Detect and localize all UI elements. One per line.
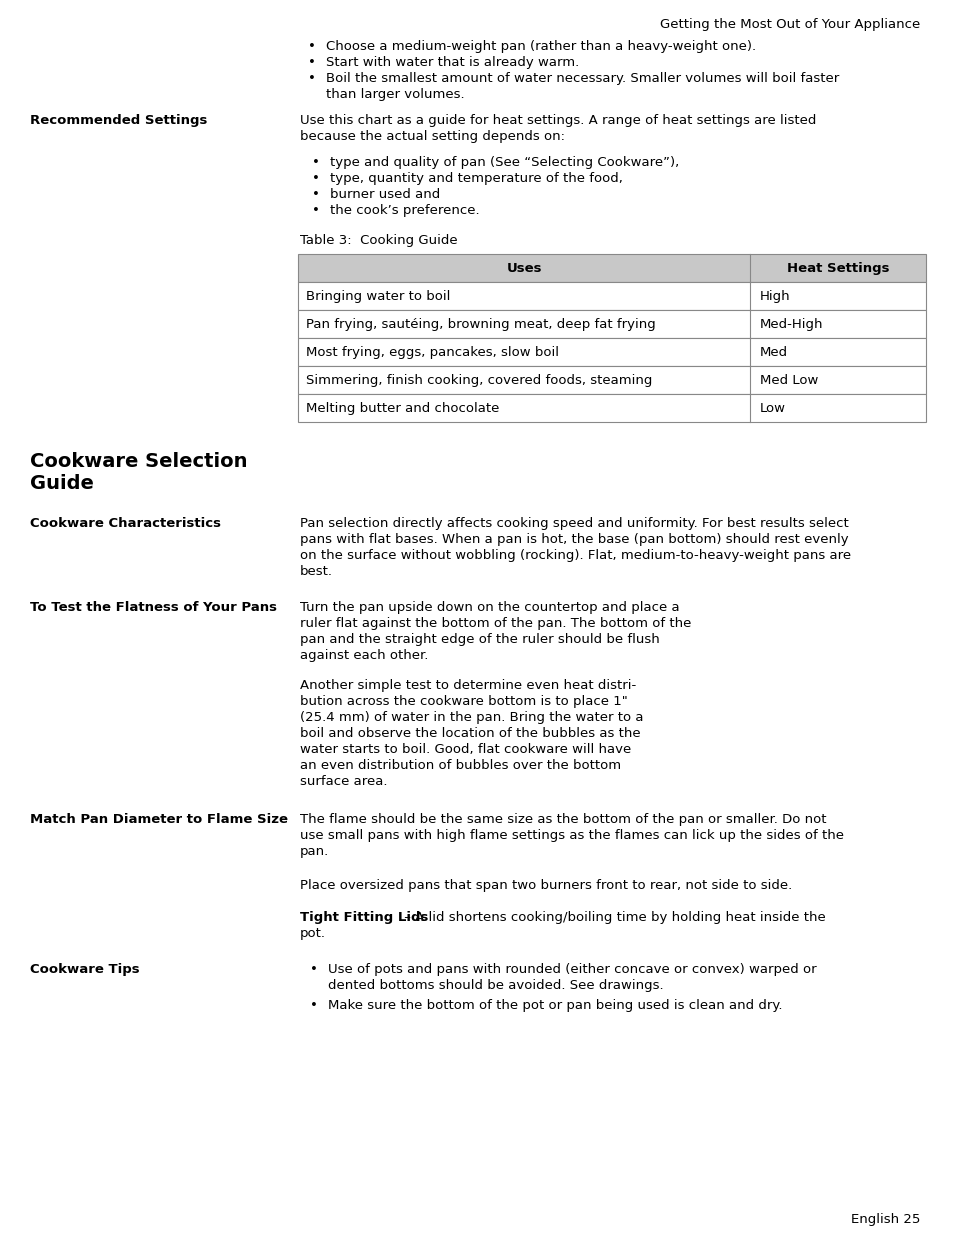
Text: •: • [312,188,319,201]
Text: Start with water that is already warm.: Start with water that is already warm. [326,56,578,69]
Text: Guide: Guide [30,474,93,493]
Text: English 25: English 25 [850,1213,919,1226]
Text: water starts to boil. Good, flat cookware will have: water starts to boil. Good, flat cookwar… [299,743,631,756]
Text: Turn the pan upside down on the countertop and place a: Turn the pan upside down on the countert… [299,601,679,614]
Text: burner used and: burner used and [330,188,439,201]
Text: Bringing water to boil: Bringing water to boil [306,290,450,303]
Text: Simmering, finish cooking, covered foods, steaming: Simmering, finish cooking, covered foods… [306,374,652,387]
Text: High: High [760,290,790,303]
Text: Med: Med [760,346,787,359]
Bar [297,254,925,282]
Text: Table 3:  Cooking Guide: Table 3: Cooking Guide [299,233,457,247]
Text: Use of pots and pans with rounded (either concave or convex) warped or: Use of pots and pans with rounded (eithe… [328,963,816,976]
Text: Cookware Characteristics: Cookware Characteristics [30,517,221,530]
Text: Uses: Uses [506,262,541,275]
Text: Cookware Tips: Cookware Tips [30,963,139,976]
Text: •: • [308,40,315,53]
Text: (25.4 mm) of water in the pan. Bring the water to a: (25.4 mm) of water in the pan. Bring the… [299,711,643,724]
Text: surface area.: surface area. [299,776,387,788]
Text: best.: best. [299,564,333,578]
Text: dented bottoms should be avoided. See drawings.: dented bottoms should be avoided. See dr… [328,979,663,992]
Text: Another simple test to determine even heat distri-: Another simple test to determine even he… [299,679,636,692]
Text: Med-High: Med-High [760,317,822,331]
Text: •: • [308,56,315,69]
Text: Low: Low [760,403,785,415]
Text: Recommended Settings: Recommended Settings [30,114,207,127]
Bar [297,282,925,310]
Text: Pan frying, sautéing, browning meat, deep fat frying: Pan frying, sautéing, browning meat, dee… [306,317,655,331]
Text: Med Low: Med Low [760,374,818,387]
Text: boil and observe the location of the bubbles as the: boil and observe the location of the bub… [299,727,640,740]
Text: type, quantity and temperature of the food,: type, quantity and temperature of the fo… [330,172,622,185]
Bar [297,338,925,366]
Text: •: • [312,156,319,169]
Text: To Test the Flatness of Your Pans: To Test the Flatness of Your Pans [30,601,276,614]
Text: •: • [308,72,315,85]
Text: on the surface without wobbling (rocking). Flat, medium-to-heavy-weight pans are: on the surface without wobbling (rocking… [299,550,850,562]
Text: Choose a medium-weight pan (rather than a heavy-weight one).: Choose a medium-weight pan (rather than … [326,40,756,53]
Text: pot.: pot. [299,927,326,940]
Text: – A lid shortens cooking/boiling time by holding heat inside the: – A lid shortens cooking/boiling time by… [399,911,824,924]
Text: because the actual setting depends on:: because the actual setting depends on: [299,130,564,143]
Text: •: • [312,204,319,217]
Text: The flame should be the same size as the bottom of the pan or smaller. Do not: The flame should be the same size as the… [299,813,825,826]
Text: pan and the straight edge of the ruler should be flush: pan and the straight edge of the ruler s… [299,634,659,646]
Text: use small pans with high flame settings as the flames can lick up the sides of t: use small pans with high flame settings … [299,829,843,842]
Text: Most frying, eggs, pancakes, slow boil: Most frying, eggs, pancakes, slow boil [306,346,558,359]
Text: Tight Fitting Lids: Tight Fitting Lids [299,911,428,924]
Text: Pan selection directly affects cooking speed and uniformity. For best results se: Pan selection directly affects cooking s… [299,517,848,530]
Text: •: • [312,172,319,185]
Text: Melting butter and chocolate: Melting butter and chocolate [306,403,498,415]
Text: pan.: pan. [299,845,329,858]
Text: ruler flat against the bottom of the pan. The bottom of the: ruler flat against the bottom of the pan… [299,618,691,630]
Text: Boil the smallest amount of water necessary. Smaller volumes will boil faster: Boil the smallest amount of water necess… [326,72,839,85]
Bar [297,366,925,394]
Text: than larger volumes.: than larger volumes. [326,88,464,101]
Text: bution across the cookware bottom is to place 1": bution across the cookware bottom is to … [299,695,627,708]
Text: Heat Settings: Heat Settings [786,262,888,275]
Text: Place oversized pans that span two burners front to rear, not side to side.: Place oversized pans that span two burne… [299,879,791,892]
Text: the cook’s preference.: the cook’s preference. [330,204,479,217]
Text: Match Pan Diameter to Flame Size: Match Pan Diameter to Flame Size [30,813,288,826]
Text: •: • [310,963,317,976]
Text: against each other.: against each other. [299,650,428,662]
Text: Use this chart as a guide for heat settings. A range of heat settings are listed: Use this chart as a guide for heat setti… [299,114,816,127]
Text: Cookware Selection: Cookware Selection [30,452,247,471]
Text: an even distribution of bubbles over the bottom: an even distribution of bubbles over the… [299,760,620,772]
Text: •: • [310,999,317,1011]
Text: type and quality of pan (See “Selecting Cookware”),: type and quality of pan (See “Selecting … [330,156,679,169]
Text: Getting the Most Out of Your Appliance: Getting the Most Out of Your Appliance [659,19,919,31]
Text: Make sure the bottom of the pot or pan being used is clean and dry.: Make sure the bottom of the pot or pan b… [328,999,781,1011]
Bar [297,310,925,338]
Text: pans with flat bases. When a pan is hot, the base (pan bottom) should rest evenl: pans with flat bases. When a pan is hot,… [299,534,848,546]
Bar [297,394,925,422]
